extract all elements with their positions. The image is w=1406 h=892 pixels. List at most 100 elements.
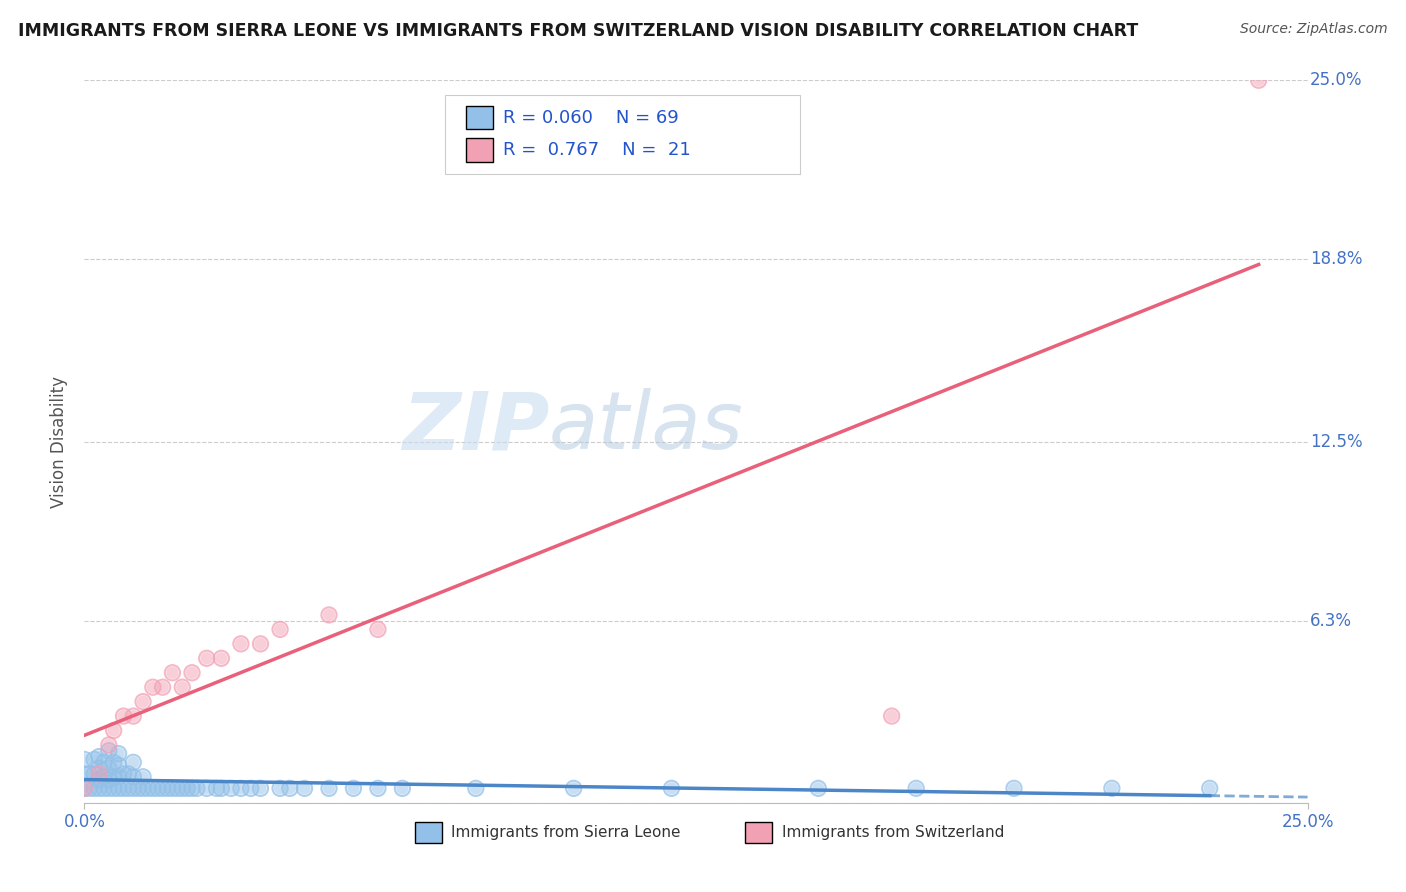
Point	[87, 761, 110, 775]
Point	[661, 781, 683, 796]
Point	[172, 680, 194, 694]
Point	[229, 637, 252, 651]
Point	[278, 781, 301, 796]
FancyBboxPatch shape	[465, 138, 494, 162]
Text: 18.8%: 18.8%	[1310, 251, 1362, 268]
Text: 12.5%: 12.5%	[1310, 433, 1362, 450]
FancyBboxPatch shape	[465, 105, 494, 129]
Point	[205, 781, 228, 796]
Point	[87, 772, 110, 787]
Point	[464, 781, 486, 796]
Point	[93, 781, 115, 796]
Point	[117, 781, 139, 796]
Point	[176, 781, 198, 796]
Point	[97, 781, 120, 796]
Point	[342, 781, 364, 796]
Point	[1101, 781, 1123, 796]
Point	[195, 651, 218, 665]
Point	[269, 781, 291, 796]
Point	[103, 723, 125, 738]
Point	[97, 772, 120, 787]
Point	[195, 651, 218, 665]
Point	[142, 781, 165, 796]
Point	[73, 752, 96, 766]
Point	[107, 781, 129, 796]
Point	[122, 756, 145, 770]
Point	[156, 781, 179, 796]
Point	[195, 781, 218, 796]
Point	[880, 709, 903, 723]
Point	[83, 781, 105, 796]
Point	[269, 623, 291, 637]
Point	[269, 623, 291, 637]
Point	[122, 709, 145, 723]
Point	[146, 781, 169, 796]
Point	[391, 781, 413, 796]
Point	[186, 781, 208, 796]
Point	[117, 767, 139, 781]
Point	[112, 767, 135, 781]
Text: R = 0.060    N = 69: R = 0.060 N = 69	[503, 109, 679, 127]
Point	[93, 770, 115, 784]
Point	[269, 781, 291, 796]
Text: 25.0%: 25.0%	[1310, 71, 1362, 89]
Point	[562, 781, 585, 796]
Point	[278, 781, 301, 796]
Point	[249, 637, 271, 651]
Point	[219, 781, 242, 796]
Point	[209, 651, 232, 665]
Point	[229, 781, 252, 796]
Point	[112, 767, 135, 781]
Point	[83, 752, 105, 766]
Point	[209, 651, 232, 665]
Point	[239, 781, 262, 796]
Text: Immigrants from Switzerland: Immigrants from Switzerland	[782, 825, 1004, 840]
Point	[166, 781, 188, 796]
Point	[112, 781, 135, 796]
Point	[162, 781, 184, 796]
Point	[152, 781, 174, 796]
Point	[97, 761, 120, 775]
Y-axis label: Vision Disability: Vision Disability	[51, 376, 69, 508]
Point	[93, 770, 115, 784]
Point	[103, 770, 125, 784]
Point	[142, 781, 165, 796]
Point	[152, 781, 174, 796]
Point	[122, 709, 145, 723]
Text: Immigrants from Sierra Leone: Immigrants from Sierra Leone	[451, 825, 681, 840]
Point	[117, 767, 139, 781]
Point	[132, 781, 155, 796]
Point	[195, 781, 218, 796]
Point	[122, 770, 145, 784]
Text: atlas: atlas	[550, 388, 744, 467]
Point	[87, 761, 110, 775]
Point	[107, 770, 129, 784]
Point	[93, 756, 115, 770]
Point	[103, 756, 125, 770]
Text: 6.3%: 6.3%	[1310, 612, 1353, 630]
Point	[122, 756, 145, 770]
Point	[122, 781, 145, 796]
Point	[73, 767, 96, 781]
Point	[97, 738, 120, 752]
Point	[73, 781, 96, 796]
Point	[73, 781, 96, 796]
Point	[122, 770, 145, 784]
Point	[87, 781, 110, 796]
Point	[1101, 781, 1123, 796]
Point	[1198, 781, 1220, 796]
Point	[181, 665, 204, 680]
Point	[367, 623, 389, 637]
Point	[1247, 73, 1270, 87]
Point	[239, 781, 262, 796]
Point	[97, 744, 120, 758]
Text: Source: ZipAtlas.com: Source: ZipAtlas.com	[1240, 22, 1388, 37]
Point	[172, 781, 194, 796]
Point	[103, 781, 125, 796]
Point	[136, 781, 159, 796]
Point	[132, 770, 155, 784]
Point	[122, 781, 145, 796]
Point	[127, 781, 149, 796]
Point	[1002, 781, 1025, 796]
Point	[219, 781, 242, 796]
